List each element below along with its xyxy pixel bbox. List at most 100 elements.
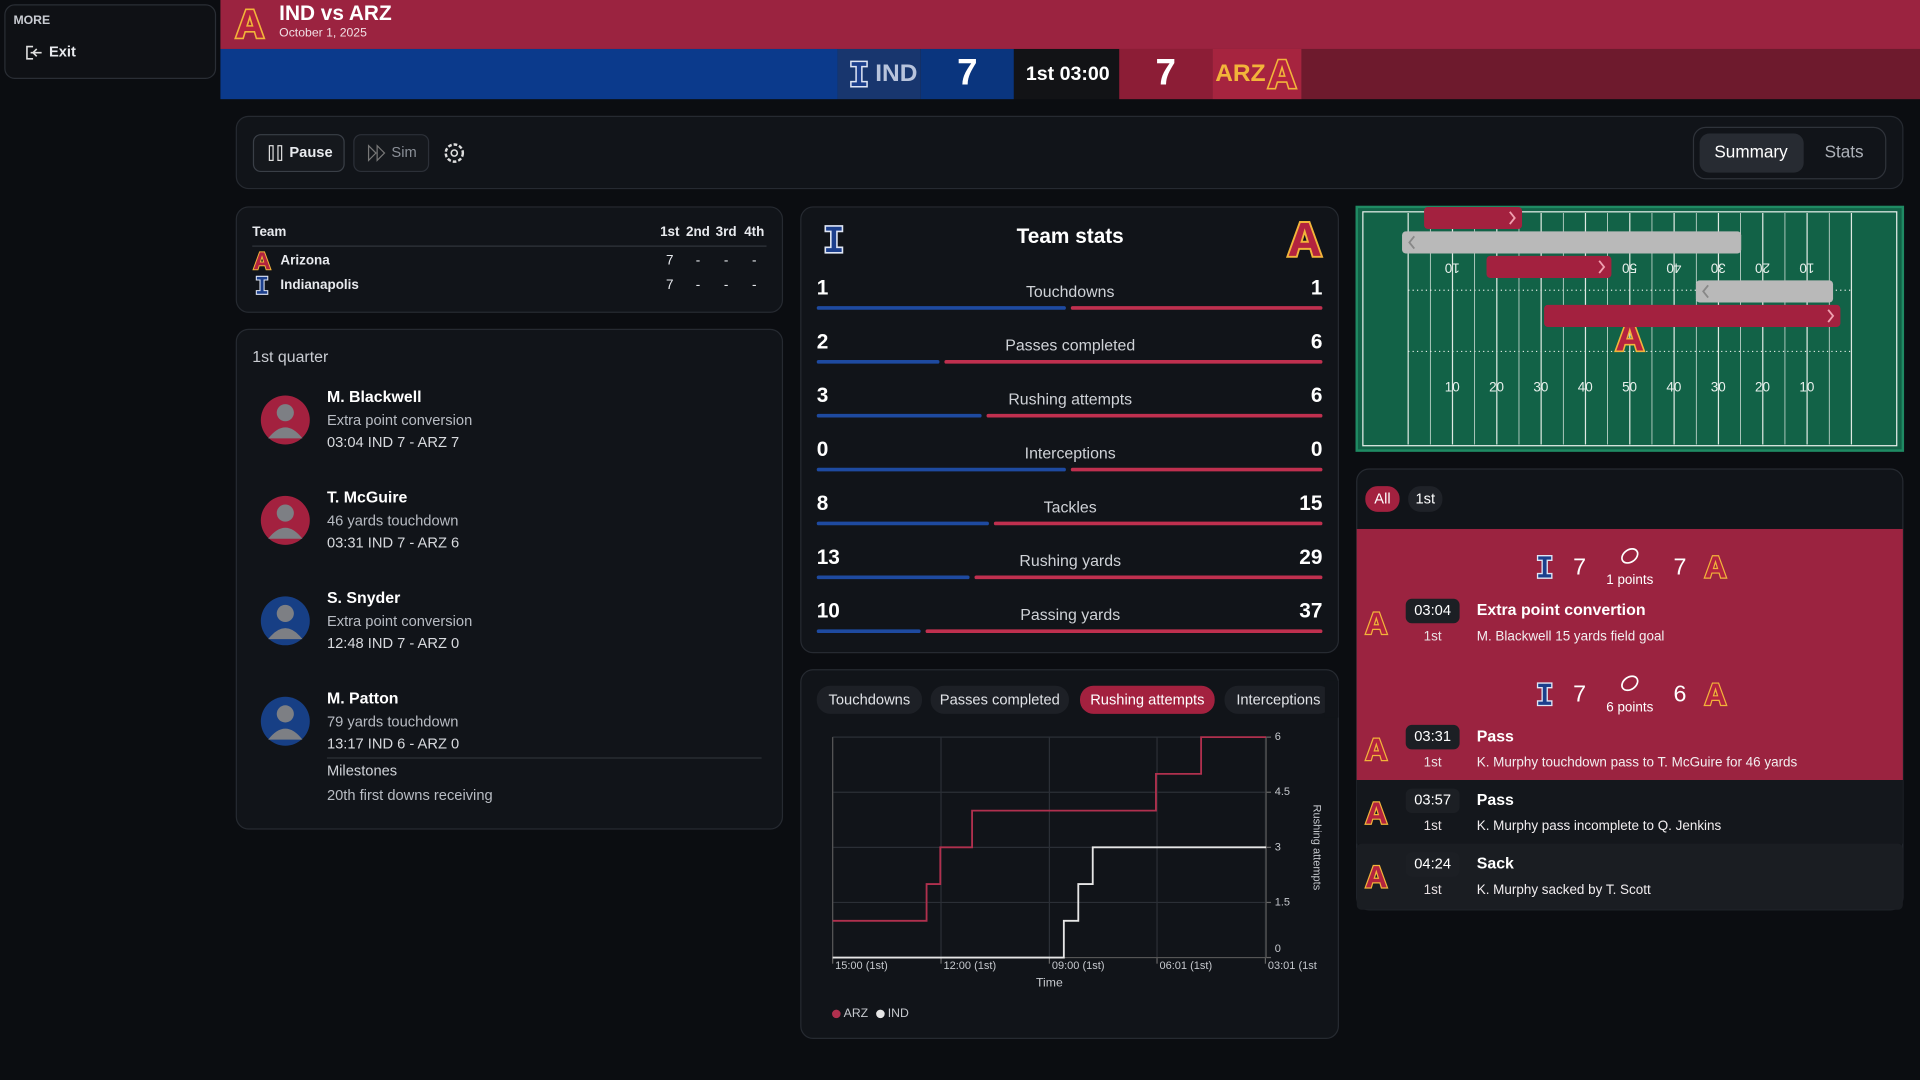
y-tick-label: 0 xyxy=(1275,943,1281,955)
series-line xyxy=(832,846,1267,959)
score-away: 6 xyxy=(1674,681,1687,707)
x-tick-label: 03:01 (1st xyxy=(1268,960,1317,972)
feed-row xyxy=(1356,843,1903,910)
play-desc: K. Murphy touchdown pass to T. McGuire f… xyxy=(1477,754,1798,769)
stat-label: Passing yards xyxy=(1020,607,1120,624)
quarter-score: - xyxy=(696,252,700,267)
home-abbr: IND xyxy=(875,60,917,87)
drive-arrow xyxy=(1408,235,1416,250)
drive-bar xyxy=(1402,231,1742,254)
home-stat-bar xyxy=(816,467,1066,472)
avatar-body xyxy=(268,427,303,439)
home-stat: 2 xyxy=(817,330,829,353)
play-detail: 12:48 IND 7 - ARZ 0 xyxy=(327,636,459,652)
drive-arrow xyxy=(1509,211,1516,225)
pause-label[interactable]: Pause xyxy=(289,145,332,161)
away-stat: 15 xyxy=(1299,492,1322,515)
home-stat: 1 xyxy=(817,276,829,299)
play-detail: 03:31 IND 7 - ARZ 6 xyxy=(327,536,459,552)
controls-panel xyxy=(235,115,1904,190)
play-detail: 13:17 IND 6 - ARZ 0 xyxy=(327,736,459,752)
play-time: 03:31 xyxy=(1414,729,1451,745)
chart-tab-label[interactable]: Rushing attempts xyxy=(1090,692,1204,708)
yard-label: 10 xyxy=(1445,260,1460,275)
pause-icon xyxy=(277,145,283,162)
quarter-score: 7 xyxy=(666,252,673,267)
drive-bar xyxy=(1544,304,1841,327)
play-detail: 03:04 IND 7 - ARZ 7 xyxy=(327,435,459,451)
play-desc: K. Murphy sacked by T. Scott xyxy=(1477,882,1651,897)
quarter-score: - xyxy=(752,252,756,267)
sim-label[interactable]: Sim xyxy=(391,145,416,161)
chart-tab[interactable] xyxy=(930,685,1069,714)
filter-pill[interactable] xyxy=(1365,486,1400,512)
filter-label[interactable]: All xyxy=(1374,491,1390,507)
quarter-score: - xyxy=(752,277,756,292)
x-tick-label: 12:00 (1st) xyxy=(943,960,996,972)
view-tab[interactable]: Stats xyxy=(1825,142,1864,162)
play-desc: Extra point conversion xyxy=(327,413,472,429)
y-tick-label: 4.5 xyxy=(1275,786,1290,798)
table-header: 4th xyxy=(744,224,764,239)
pause-icon xyxy=(268,145,274,162)
y-axis-label: Rushing attempts xyxy=(1310,804,1322,890)
series-line xyxy=(832,736,1267,922)
header-bar xyxy=(220,0,1920,49)
time-pill xyxy=(1405,852,1460,877)
score-away: 7 xyxy=(1674,553,1687,579)
quarter-log xyxy=(235,328,784,830)
drive-bar xyxy=(1695,280,1834,303)
x-tick-label: 06:01 (1st) xyxy=(1159,960,1212,972)
yard-label: 40 xyxy=(1578,380,1593,395)
x-axis-label: Time xyxy=(1036,975,1063,989)
away-score-box xyxy=(1119,48,1213,100)
score-bar-home xyxy=(220,48,838,100)
football-icon xyxy=(1621,675,1639,692)
settings-icon[interactable] xyxy=(444,143,465,163)
player-name: T. McGuire xyxy=(327,490,408,507)
play-desc: Extra point conversion xyxy=(327,614,472,630)
legend-label: ARZ xyxy=(844,1006,869,1020)
avatar-head xyxy=(276,705,294,723)
quarter-score: - xyxy=(724,277,728,292)
x-tick-label: 09:00 (1st) xyxy=(1052,960,1105,972)
away-stat: 37 xyxy=(1299,600,1322,623)
sidebar xyxy=(4,4,217,79)
play-title: Extra point convertion xyxy=(1477,602,1646,619)
avatar-head xyxy=(276,604,294,623)
home-stat-bar xyxy=(816,306,1066,310)
yard-label: 40 xyxy=(1666,260,1681,275)
home-stat: 10 xyxy=(817,600,840,623)
filter-label[interactable]: 1st xyxy=(1416,491,1436,507)
team-name: Arizona xyxy=(280,252,330,267)
filter-pill[interactable] xyxy=(1408,486,1443,512)
score-bar-away xyxy=(1301,48,1920,100)
chart-tab-label[interactable]: Touchdowns xyxy=(829,692,911,708)
quarter-score: - xyxy=(696,277,700,292)
home-stat-bar xyxy=(816,629,921,634)
chart-tab[interactable] xyxy=(1224,685,1333,714)
away-stat: 0 xyxy=(1311,438,1323,461)
player-name: M. Blackwell xyxy=(327,389,422,406)
exit-icon xyxy=(26,45,42,60)
table-header: Team xyxy=(252,224,286,239)
chart-tab-label[interactable]: Passes completed xyxy=(940,692,1060,708)
exit-button[interactable]: Exit xyxy=(49,45,76,61)
y-tick-label: 3 xyxy=(1275,841,1281,853)
clock-box xyxy=(1013,48,1120,100)
chart-tab-label[interactable]: Interceptions xyxy=(1236,692,1320,708)
legend-swatch xyxy=(832,1009,841,1019)
avatar-head xyxy=(276,504,294,522)
chart-tab[interactable] xyxy=(1080,685,1215,714)
yard-label: 50 xyxy=(1622,380,1637,395)
chart-tab[interactable] xyxy=(816,685,923,714)
drive-arrow xyxy=(1598,260,1606,274)
view-tab[interactable]: Summary xyxy=(1714,142,1788,162)
table-header: 3rd xyxy=(716,224,737,239)
sim-button[interactable] xyxy=(353,134,430,173)
drive-bar xyxy=(1486,255,1612,278)
play-title: Sack xyxy=(1477,856,1514,873)
pause-button[interactable] xyxy=(252,134,345,173)
